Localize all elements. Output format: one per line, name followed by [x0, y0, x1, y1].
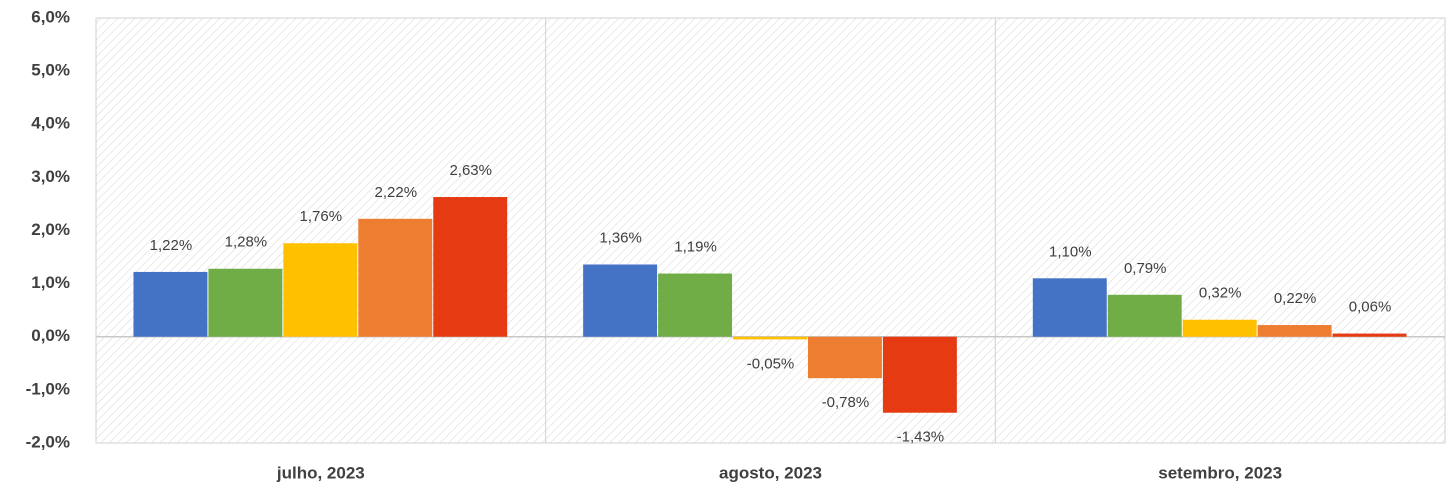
data-label: 0,79% — [1124, 260, 1167, 277]
data-label: 1,10% — [1049, 243, 1092, 260]
data-label: 1,28% — [225, 234, 268, 251]
bar — [1032, 278, 1107, 337]
data-label: 0,32% — [1199, 285, 1242, 302]
y-tick-label: -2,0% — [26, 432, 70, 451]
bar — [433, 197, 508, 337]
data-label: 0,22% — [1274, 290, 1317, 307]
data-label: 0,06% — [1349, 299, 1392, 316]
x-tick-label: agosto, 2023 — [719, 463, 822, 482]
y-tick-label: 6,0% — [31, 7, 70, 26]
bar — [1182, 319, 1257, 337]
y-tick-label: 2,0% — [31, 220, 70, 239]
y-tick-label: 4,0% — [31, 114, 70, 133]
x-tick-label: setembro, 2023 — [1158, 463, 1282, 482]
y-tick-label: 1,0% — [31, 273, 70, 292]
bar — [358, 218, 433, 337]
data-label: 1,36% — [599, 229, 642, 246]
bar — [807, 336, 882, 379]
bar — [583, 264, 658, 337]
data-label: 1,76% — [300, 208, 343, 225]
x-tick-label: julho, 2023 — [276, 463, 365, 482]
bar — [1332, 333, 1407, 337]
data-label: 2,22% — [375, 184, 418, 201]
data-label: 1,19% — [674, 239, 717, 256]
data-label: -0,78% — [822, 394, 870, 411]
bar — [1257, 325, 1332, 337]
data-label: 2,63% — [449, 162, 492, 179]
plot-area — [95, 17, 1446, 444]
y-tick-label: -1,0% — [26, 379, 70, 398]
y-tick-label: 5,0% — [31, 61, 70, 80]
bar — [882, 336, 957, 413]
data-label: -0,05% — [747, 355, 795, 372]
data-label: 1,22% — [150, 237, 193, 254]
bar — [1107, 294, 1182, 337]
bar — [658, 273, 733, 337]
data-label: -1,43% — [897, 429, 945, 446]
bar — [133, 271, 208, 337]
y-tick-label: 3,0% — [31, 167, 70, 186]
bar — [733, 336, 807, 340]
y-tick-label: 0,0% — [31, 326, 70, 345]
bar — [283, 243, 358, 337]
bar — [208, 268, 283, 337]
